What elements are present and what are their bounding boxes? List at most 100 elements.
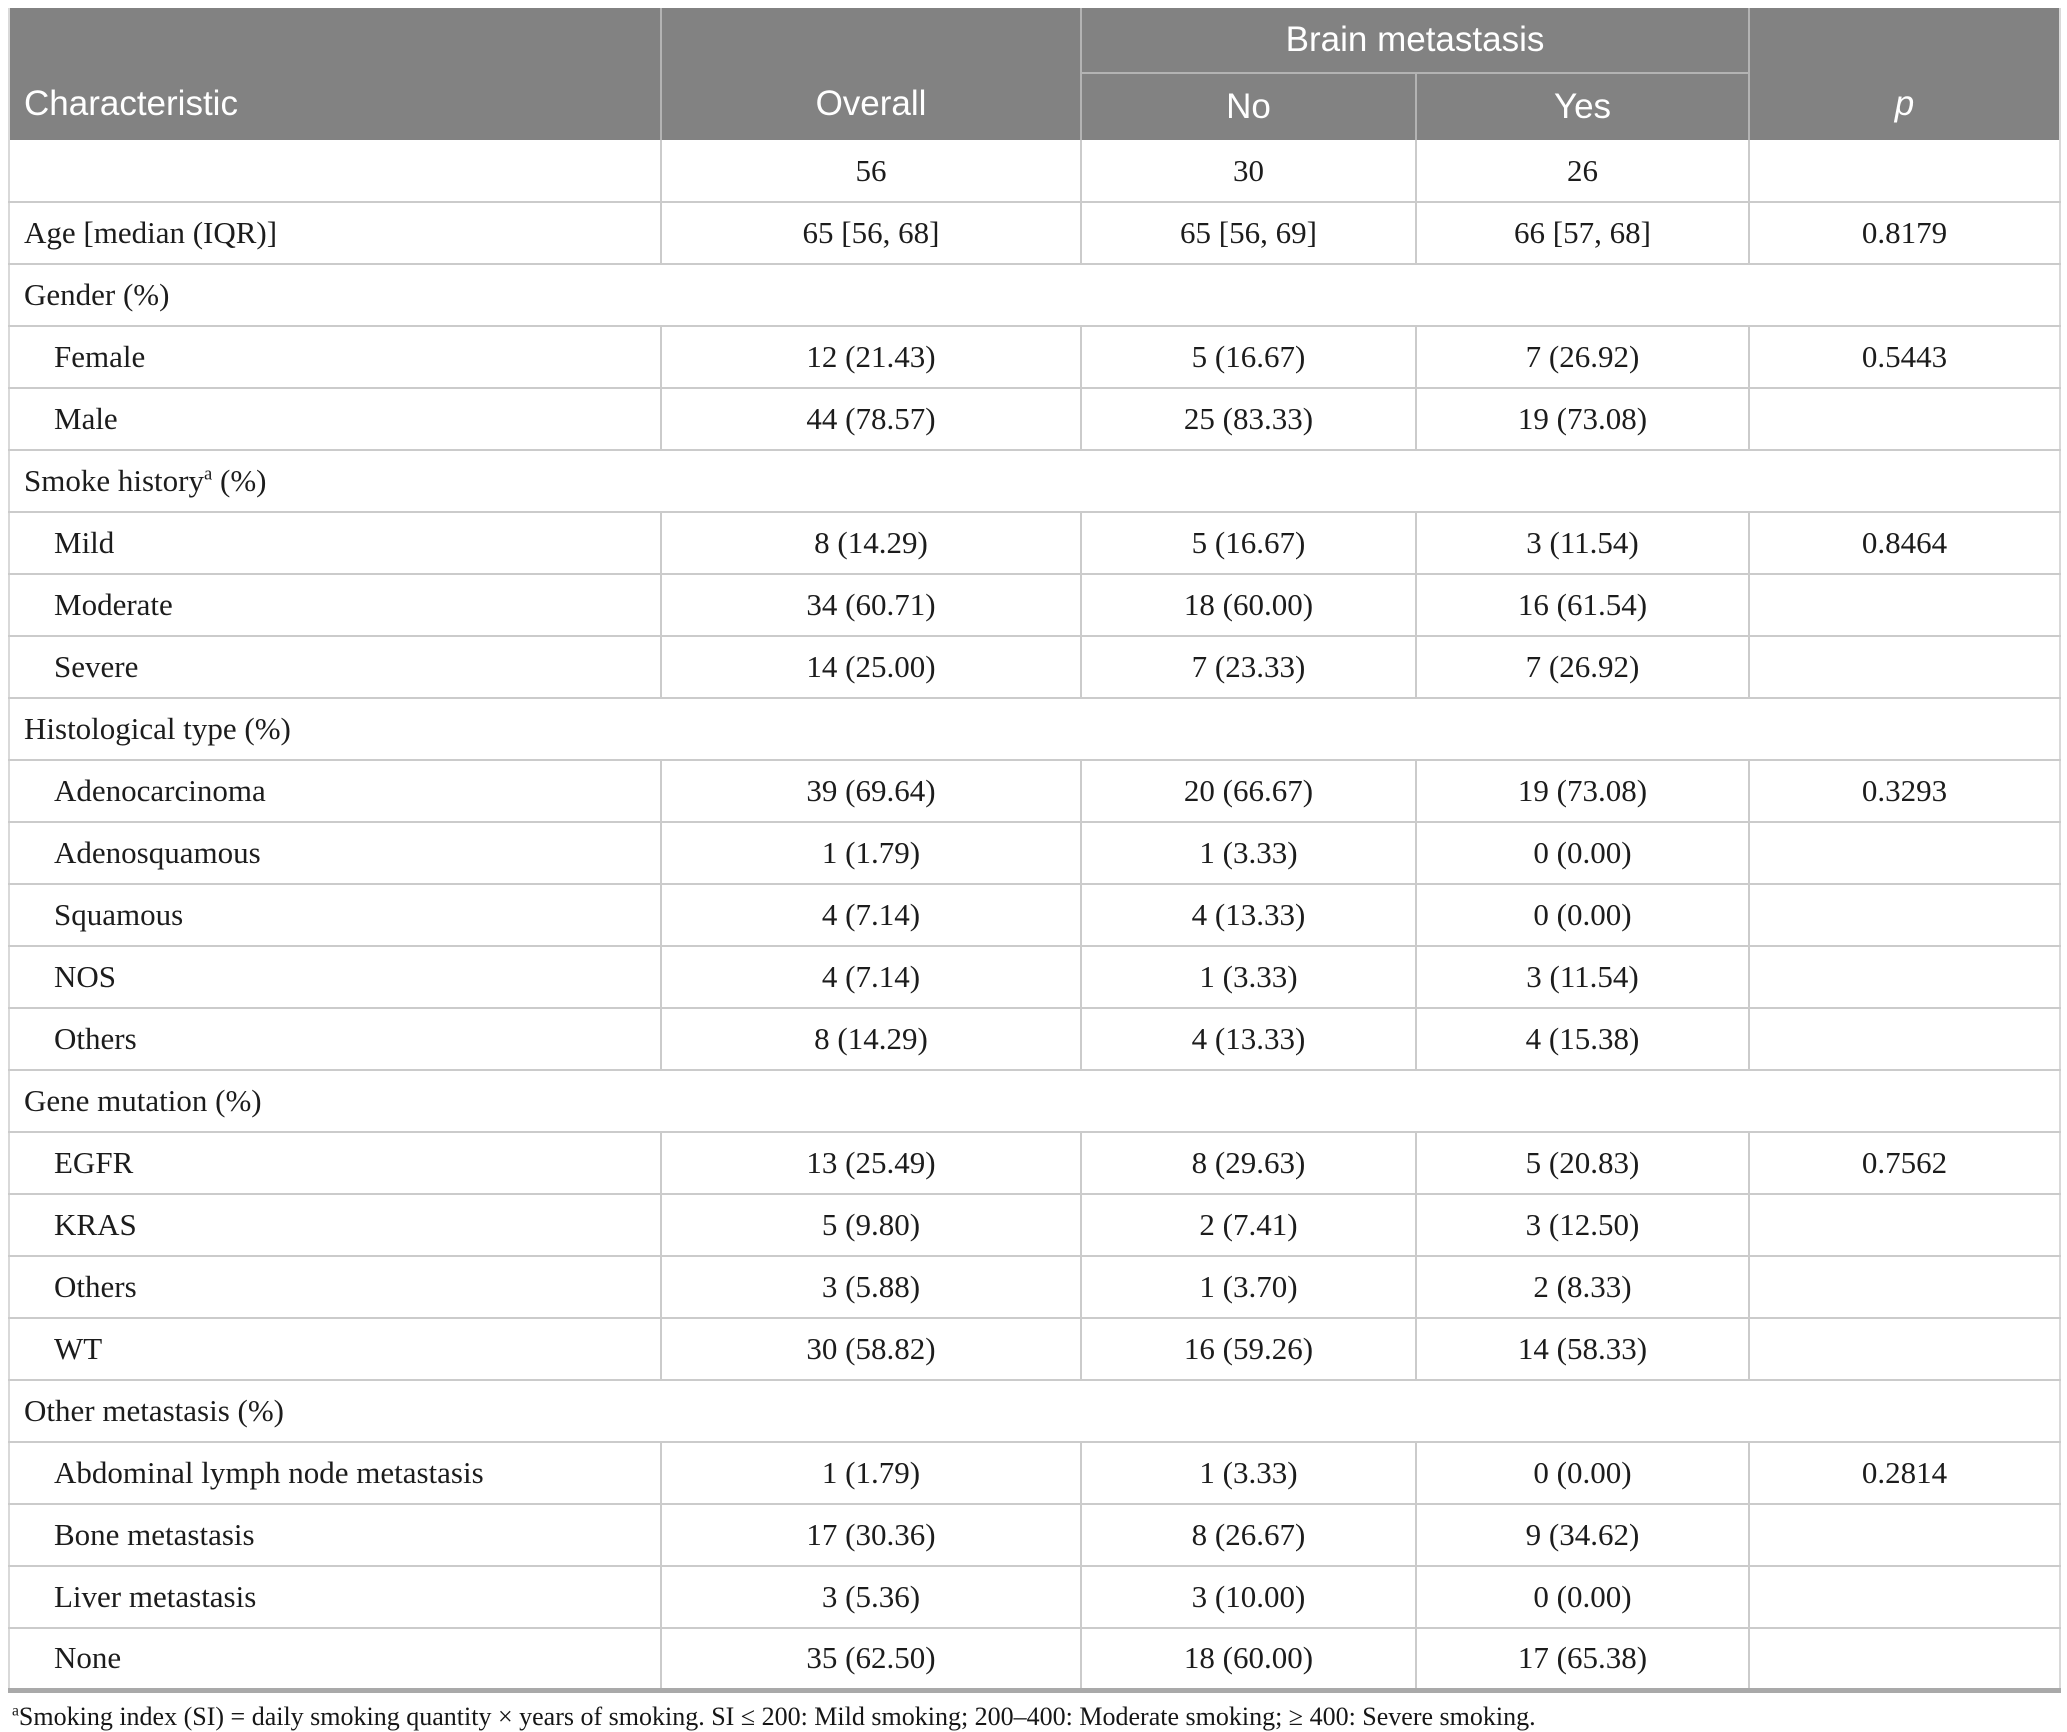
value-no: 1 (3.33): [1081, 821, 1417, 884]
value-no: 3 (10.00): [1081, 1565, 1417, 1628]
row-label: Squamous: [9, 883, 662, 946]
table-row: Adenocarcinoma 39 (69.64) 20 (66.67) 19 (73…: [9, 759, 2060, 822]
row-label: Liver metastasis: [9, 1565, 662, 1628]
value-p: [1749, 1255, 2060, 1318]
value-yes: 7 (26.92): [1416, 635, 1750, 698]
value-yes: 3 (11.54): [1416, 945, 1750, 1008]
value-overall: 17 (30.36): [661, 1503, 1082, 1566]
value-p: 0.8179: [1749, 201, 2060, 264]
table-row: Moderate 34 (60.71) 18 (60.00) 16 (61.54): [9, 573, 2060, 636]
row-label: Others: [9, 1255, 662, 1318]
value-yes: 16 (61.54): [1416, 573, 1750, 636]
value-overall: 56: [661, 140, 1082, 202]
value-overall: 3 (5.88): [661, 1255, 1082, 1318]
row-label: Severe: [9, 635, 662, 698]
value-p: [1749, 1193, 2060, 1256]
value-overall: 12 (21.43): [661, 325, 1082, 388]
section-label: Smoke historya (%): [9, 449, 2060, 512]
value-yes: 5 (20.83): [1416, 1131, 1750, 1194]
header-p-value: p: [1748, 8, 2060, 140]
value-overall: 34 (60.71): [661, 573, 1082, 636]
value-no: 18 (60.00): [1081, 1627, 1417, 1690]
value-yes: 19 (73.08): [1416, 387, 1750, 450]
value-no: 5 (16.67): [1081, 325, 1417, 388]
row-label: Moderate: [9, 573, 662, 636]
table-row: Mild 8 (14.29) 5 (16.67) 3 (11.54) 0.8464: [9, 511, 2060, 574]
section-label: Gene mutation (%): [9, 1069, 2060, 1132]
value-overall: 5 (9.80): [661, 1193, 1082, 1256]
value-overall: 44 (78.57): [661, 387, 1082, 450]
value-overall: 8 (14.29): [661, 1007, 1082, 1070]
value-overall: 14 (25.00): [661, 635, 1082, 698]
value-yes: 9 (34.62): [1416, 1503, 1750, 1566]
table-row: NOS 4 (7.14) 1 (3.33) 3 (11.54): [9, 945, 2060, 1008]
value-no: 1 (3.70): [1081, 1255, 1417, 1318]
table-row: EGFR 13 (25.49) 8 (29.63) 5 (20.83) 0.7562: [9, 1131, 2060, 1194]
value-p: [1749, 1317, 2060, 1380]
value-yes: 7 (26.92): [1416, 325, 1750, 388]
value-p: 0.8464: [1749, 511, 2060, 574]
value-yes: 0 (0.00): [1416, 1565, 1750, 1628]
value-p: [1749, 1007, 2060, 1070]
value-p: [1749, 821, 2060, 884]
section-row: Other metastasis (%): [9, 1379, 2060, 1442]
value-overall: 35 (62.50): [661, 1627, 1082, 1690]
table-row: Age [median (IQR)] 65 [56, 68] 65 [56, 69]…: [9, 201, 2060, 264]
value-no: 7 (23.33): [1081, 635, 1417, 698]
value-no: 8 (29.63): [1081, 1131, 1417, 1194]
table-row: Others 3 (5.88) 1 (3.70) 2 (8.33): [9, 1255, 2060, 1318]
value-overall: 3 (5.36): [661, 1565, 1082, 1628]
row-label: Adenocarcinoma: [9, 759, 662, 822]
value-yes: 4 (15.38): [1416, 1007, 1750, 1070]
value-yes: 19 (73.08): [1416, 759, 1750, 822]
row-label: WT: [9, 1317, 662, 1380]
value-p: [1749, 1565, 2060, 1628]
table-row: 56 30 26: [9, 140, 2060, 202]
row-label: KRAS: [9, 1193, 662, 1256]
value-p: [1749, 945, 2060, 1008]
value-yes: 3 (12.50): [1416, 1193, 1750, 1256]
row-label: Female: [9, 325, 662, 388]
value-p: [1749, 1627, 2060, 1690]
value-no: 18 (60.00): [1081, 573, 1417, 636]
table-row: None 35 (62.50) 18 (60.00) 17 (65.38): [9, 1627, 2060, 1690]
value-overall: 4 (7.14): [661, 883, 1082, 946]
header-no: No: [1081, 73, 1417, 140]
table-row: Severe 14 (25.00) 7 (23.33) 7 (26.92): [9, 635, 2060, 698]
row-label: Mild: [9, 511, 662, 574]
value-p: 0.5443: [1749, 325, 2060, 388]
value-no: 65 [56, 69]: [1081, 201, 1417, 264]
footnote-superscript: a: [12, 1701, 19, 1719]
value-overall: 39 (69.64): [661, 759, 1082, 822]
value-no: 4 (13.33): [1081, 883, 1417, 946]
value-no: 20 (66.67): [1081, 759, 1417, 822]
row-label: Abdominal lymph node metastasis: [9, 1441, 662, 1504]
table-row: Male 44 (78.57) 25 (83.33) 19 (73.08): [9, 387, 2060, 450]
value-no: 4 (13.33): [1081, 1007, 1417, 1070]
value-yes: 26: [1416, 140, 1750, 202]
value-no: 5 (16.67): [1081, 511, 1417, 574]
row-label: None: [9, 1627, 662, 1690]
table-row: Female 12 (21.43) 5 (16.67) 7 (26.92) 0.5443: [9, 325, 2060, 388]
characteristics-table: Characteristic Overall Brain metastasis …: [8, 8, 2061, 1693]
section-label-superscript: a: [203, 463, 213, 485]
value-yes: 17 (65.38): [1416, 1627, 1750, 1690]
section-label: Gender (%): [9, 263, 2060, 326]
section-row: Smoke historya (%): [9, 449, 2060, 512]
value-p: [1749, 635, 2060, 698]
table-row: Others 8 (14.29) 4 (13.33) 4 (15.38): [9, 1007, 2060, 1070]
header-characteristic: Characteristic: [9, 8, 662, 140]
value-p: 0.3293: [1749, 759, 2060, 822]
row-label: Male: [9, 387, 662, 450]
row-label: Bone metastasis: [9, 1503, 662, 1566]
header-yes: Yes: [1416, 73, 1749, 140]
footnote-text: Smoking index (SI) = daily smoking quant…: [18, 1701, 1536, 1731]
table-row: WT 30 (58.82) 16 (59.26) 14 (58.33): [9, 1317, 2060, 1380]
value-p: [1749, 1503, 2060, 1566]
value-yes: 2 (8.33): [1416, 1255, 1750, 1318]
header-overall: Overall: [661, 8, 1082, 140]
value-yes: 0 (0.00): [1416, 821, 1750, 884]
value-no: 25 (83.33): [1081, 387, 1417, 450]
value-overall: 65 [56, 68]: [661, 201, 1082, 264]
